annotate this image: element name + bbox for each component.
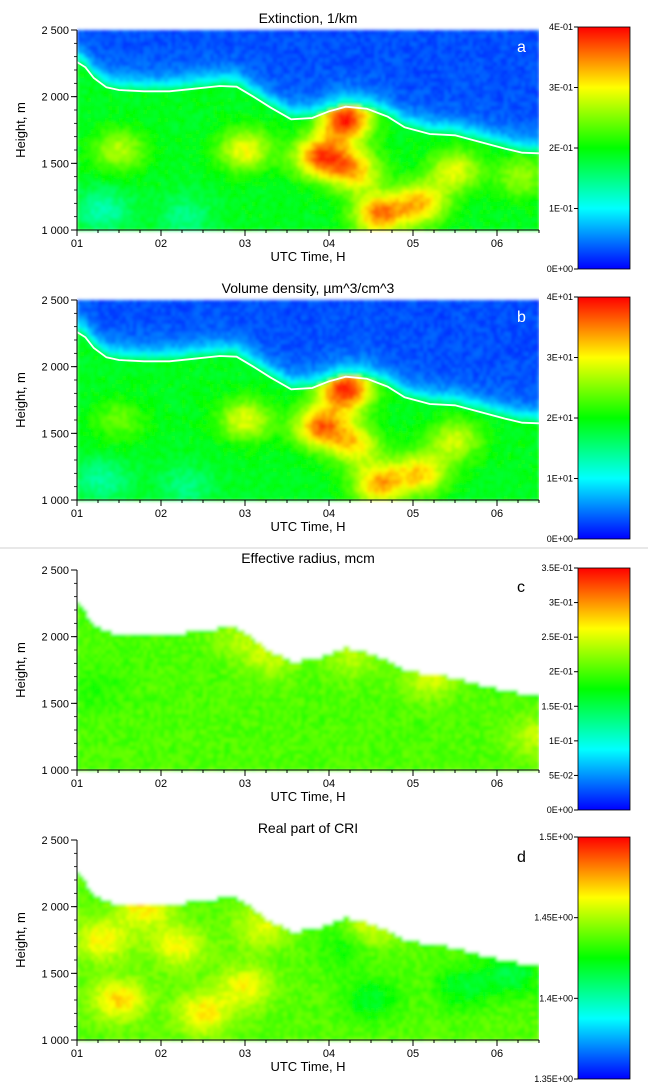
x-tick-label: 02 — [155, 238, 167, 250]
y-tick-label: 1 000 — [41, 495, 69, 507]
y-tick-label: 1 500 — [41, 158, 69, 170]
x-tick-label: 05 — [407, 238, 419, 250]
colorbar-tick-label: 2E-01 — [549, 667, 573, 677]
x-axis-label: UTC Time, H — [270, 519, 345, 534]
x-tick-label: 05 — [407, 1048, 419, 1060]
colorbar-tick-label: 4E+01 — [547, 292, 573, 302]
colorbar-tick-label: 3E-01 — [549, 83, 573, 93]
x-tick-label: 03 — [239, 508, 251, 520]
x-tick-label: 01 — [71, 238, 83, 250]
panel-letter: a — [517, 39, 526, 56]
x-axis-label: UTC Time, H — [270, 789, 345, 804]
heatmap-field — [77, 300, 540, 501]
colorbar-tick-label: 2E+01 — [547, 413, 573, 423]
colorbar-tick-label: 1.5E+00 — [539, 832, 573, 842]
y-axis-label: Height, m — [13, 642, 28, 698]
colorbar-tick-label: 1.35E+00 — [534, 1074, 573, 1084]
y-tick-label: 1 500 — [41, 968, 69, 980]
colorbar-tick-label: 2E-01 — [549, 143, 573, 153]
colorbar-gradient — [577, 296, 631, 540]
y-tick-label: 1 000 — [41, 765, 69, 777]
panel-a: Extinction, 1/km 1 000 1 500 2 000 2 500 01 02… — [0, 10, 631, 274]
colorbar-gradient — [577, 567, 631, 811]
colorbar-tick-label: 0E+00 — [547, 264, 573, 274]
x-tick-label: 06 — [491, 778, 503, 790]
x-tick-label: 06 — [491, 238, 503, 250]
x-tick-label: 06 — [491, 1048, 503, 1060]
x-tick-label: 03 — [239, 238, 251, 250]
y-tick-label: 2 000 — [41, 92, 69, 104]
panel-title: Effective radius, mcm — [241, 550, 375, 566]
boundary-line — [76, 331, 540, 425]
x-tick-label: 04 — [323, 238, 335, 250]
y-tick-label: 1 000 — [41, 225, 69, 237]
x-tick-label: 03 — [239, 778, 251, 790]
x-axis-label: UTC Time, H — [270, 1059, 345, 1074]
colorbar-tick-label: 3.5E-01 — [541, 563, 573, 573]
panel-title: Extinction, 1/km — [259, 10, 358, 26]
y-tick-label: 1 500 — [41, 698, 69, 710]
colorbar-tick-label: 3E+01 — [547, 353, 573, 363]
x-tick-label: 04 — [323, 1048, 335, 1060]
x-tick-label: 02 — [155, 508, 167, 520]
colorbar-tick-label: 2.5E-01 — [541, 632, 573, 642]
panel-letter: b — [517, 309, 526, 326]
x-tick-label: 01 — [71, 778, 83, 790]
colorbar: 0E+00 1E-01 2E-01 3E-01 4E-01 — [547, 22, 631, 274]
x-tick-label: 04 — [323, 778, 335, 790]
y-tick-label: 2 000 — [41, 362, 69, 374]
x-tick-label: 01 — [71, 1048, 83, 1060]
boundary-line — [76, 61, 540, 155]
y-tick-label: 2 500 — [41, 565, 69, 577]
x-tick-label: 02 — [155, 1048, 167, 1060]
y-tick-label: 1 000 — [41, 1035, 69, 1047]
heatmap-field — [77, 30, 540, 231]
colorbar-tick-label: 1.5E-01 — [541, 701, 573, 711]
colorbar-tick-label: 1E-01 — [549, 204, 573, 214]
colorbar-tick-label: 1.4E+00 — [539, 993, 573, 1003]
y-tick-label: 2 000 — [41, 632, 69, 644]
colorbar-tick-label: 1.45E+00 — [534, 913, 573, 923]
colorbar-tick-label: 5E-02 — [549, 770, 573, 780]
colorbar-gradient — [577, 26, 631, 270]
colorbar-tick-label: 1E+01 — [547, 474, 573, 484]
x-tick-label: 04 — [323, 508, 335, 520]
y-tick-label: 2 000 — [41, 902, 69, 914]
y-tick-label: 1 500 — [41, 428, 69, 440]
panel-letter: d — [517, 849, 526, 866]
colorbar: 0E+00 5E-02 1E-01 1.5E-01 2E-01 2.5E-01 3E-01 3… — [541, 563, 631, 815]
colorbar-tick-label: 3E-01 — [549, 598, 573, 608]
y-tick-label: 2 500 — [41, 25, 69, 37]
colorbar-tick-label: 4E-01 — [549, 22, 573, 32]
x-tick-label: 06 — [491, 508, 503, 520]
panel-b: Volume density, µm^3/cm^3 1 000 1 500 2 000… — [0, 280, 631, 544]
y-axis-label: Height, m — [13, 102, 28, 158]
x-tick-label: 03 — [239, 1048, 251, 1060]
x-axis-label: UTC Time, H — [270, 249, 345, 264]
colorbar: 0E+00 1E+01 2E+01 3E+01 4E+01 — [547, 292, 631, 544]
colorbar-tick-label: 1E-01 — [549, 736, 573, 746]
colorbar-gradient — [577, 836, 631, 1080]
x-tick-label: 01 — [71, 508, 83, 520]
x-tick-label: 05 — [407, 508, 419, 520]
x-tick-label: 02 — [155, 778, 167, 790]
panel-title: Real part of CRI — [258, 820, 358, 836]
y-axis-label: Height, m — [13, 912, 28, 968]
colorbar-tick-label: 0E+00 — [547, 534, 573, 544]
panel-letter: c — [517, 579, 525, 596]
colorbar-tick-label: 0E+00 — [547, 805, 573, 815]
y-tick-label: 2 500 — [41, 295, 69, 307]
panel-c: Effective radius, mcm 1 000 1 500 2 000 2 50… — [0, 550, 631, 815]
heatmap-field — [77, 570, 540, 771]
y-axis-label: Height, m — [13, 372, 28, 428]
colorbar: 1.35E+00 1.4E+00 1.45E+00 1.5E+00 — [534, 832, 631, 1084]
panel-title: Volume density, µm^3/cm^3 — [222, 280, 395, 296]
panel-d: Real part of CRI 1 000 1 500 2 000 2 500 01 02… — [0, 820, 631, 1084]
heatmap-field — [77, 840, 540, 1041]
x-tick-label: 05 — [407, 778, 419, 790]
y-tick-label: 2 500 — [41, 835, 69, 847]
